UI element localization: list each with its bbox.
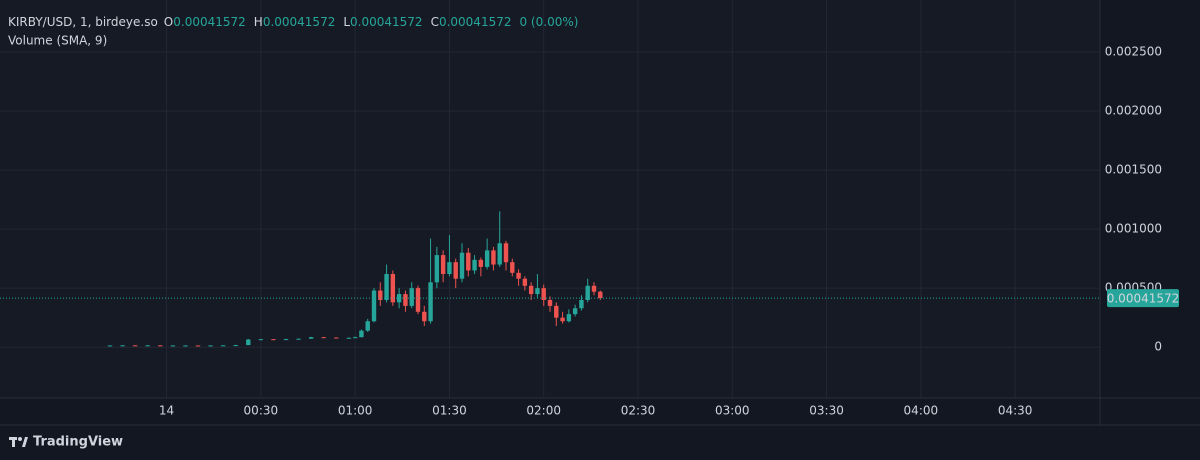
x-tick-label: 00:30	[244, 404, 279, 418]
legend-value: 0.00041572	[263, 15, 336, 29]
candle-body	[359, 330, 364, 338]
candle-body	[572, 308, 578, 315]
candle-body	[107, 345, 113, 347]
candle-body	[585, 285, 590, 300]
last-price-box	[1107, 289, 1179, 308]
candle-body	[516, 272, 521, 279]
candle-body	[503, 243, 509, 263]
candle-body	[346, 337, 352, 339]
last-price-label: 0.00041572	[1107, 292, 1180, 306]
candle-body	[434, 255, 440, 283]
candle-body	[478, 259, 484, 267]
candle-body	[158, 345, 163, 347]
legend-key: L	[343, 15, 350, 29]
candle-body	[120, 345, 125, 347]
y-tick-label: 0.001000	[1105, 222, 1162, 236]
legend-symbol: KIRBY/USD, 1, birdeye.so	[8, 15, 158, 29]
candle-body	[195, 345, 201, 347]
candle-body	[422, 311, 427, 322]
x-tick-label: 03:30	[809, 404, 844, 418]
candle-body	[554, 305, 559, 318]
plot-area	[0, 0, 1100, 398]
y-tick-label: 0	[1154, 340, 1162, 354]
candle-body	[246, 339, 251, 346]
candle-body	[459, 252, 465, 279]
candles	[107, 211, 603, 347]
candle-body	[566, 314, 572, 322]
candle-body	[384, 273, 389, 300]
candle-body	[390, 273, 396, 303]
candle-body	[497, 243, 502, 265]
candle-body	[371, 290, 377, 322]
candle-body	[365, 321, 370, 331]
candle-body	[522, 278, 528, 286]
x-tick-label: 04:00	[904, 404, 939, 418]
candle-body	[220, 345, 226, 347]
legend-value: 0.00041572	[439, 15, 512, 29]
candle-body	[334, 337, 339, 339]
candle-body	[484, 250, 490, 267]
indicator-label: Volume (SMA, 9)	[8, 34, 107, 48]
candle-body	[472, 259, 477, 271]
candle-body	[233, 345, 238, 347]
logo-part	[18, 437, 22, 441]
x-tick-label: 03:00	[715, 404, 750, 418]
candle-body	[428, 282, 433, 322]
legend-key: H	[254, 15, 263, 29]
logo-part	[12, 437, 15, 447]
candle-body	[528, 285, 534, 295]
candle-body	[491, 250, 496, 265]
candle-body	[378, 290, 383, 300]
candle-body	[296, 338, 301, 340]
candle-body	[535, 288, 540, 295]
y-tick-label: 0.001500	[1105, 163, 1162, 177]
candle-body	[409, 288, 414, 306]
candle-body	[352, 337, 358, 339]
candle-body	[510, 262, 515, 273]
candle-body	[415, 288, 421, 312]
candle-body	[132, 345, 138, 347]
candle-body	[560, 317, 565, 322]
x-tick-label: 02:30	[621, 404, 656, 418]
candle-body	[547, 299, 553, 306]
candle-body	[271, 339, 276, 341]
candle-body	[541, 288, 546, 300]
legend-change: 0 (0.00%)	[519, 15, 578, 29]
grid	[0, 0, 1100, 398]
candle-body	[145, 345, 150, 347]
candle-body	[403, 294, 408, 306]
y-tick-label: 0.002500	[1105, 44, 1162, 58]
candle-body	[208, 345, 213, 347]
x-tick-label: 02:00	[526, 404, 561, 418]
y-tick-label: 0.002000	[1105, 104, 1162, 118]
legend-value: 0.00041572	[173, 15, 246, 29]
legend-key: O	[164, 15, 173, 29]
x-tick-label: 01:00	[338, 404, 373, 418]
candle-body	[440, 255, 446, 274]
candle-body	[308, 337, 314, 339]
candle-body	[453, 262, 458, 279]
candle-body	[591, 285, 597, 292]
candle-body	[170, 345, 176, 347]
logo-part	[22, 437, 28, 447]
x-tick-label: 04:30	[998, 404, 1033, 418]
watermark-logo	[9, 437, 28, 447]
candle-body	[258, 339, 264, 341]
legend-key: C	[431, 15, 439, 29]
candle-body	[598, 291, 603, 299]
candle-body	[183, 345, 188, 347]
candle-body	[466, 252, 471, 271]
watermark: TradingView	[33, 435, 123, 450]
x-tick-label: 14	[159, 404, 174, 418]
legend-value: 0.00041572	[350, 15, 423, 29]
legend-line: KIRBY/USD, 1, birdeye.so O0.00041572 H0.00…	[8, 15, 578, 29]
candle-body	[321, 337, 326, 339]
candle-body	[579, 299, 584, 309]
candle-body	[283, 339, 289, 341]
x-tick-label: 01:30	[432, 404, 467, 418]
candle-body	[447, 262, 452, 274]
